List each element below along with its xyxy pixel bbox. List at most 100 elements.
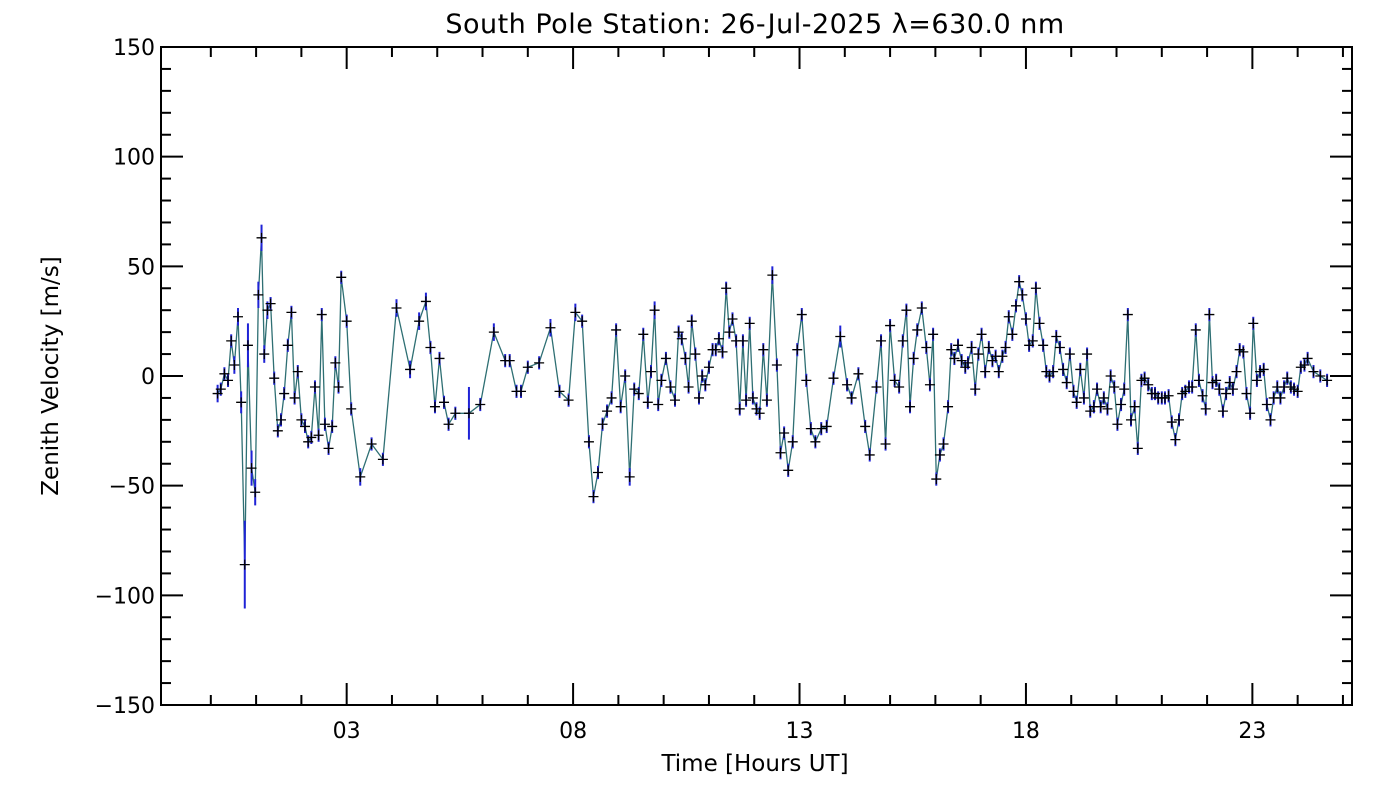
data-point-marker — [246, 463, 257, 474]
data-point-marker — [279, 388, 290, 399]
data-point-marker — [993, 366, 1004, 377]
y-tick-label: 100 — [113, 146, 155, 171]
data-point-marker — [928, 329, 939, 340]
data-point-marker — [1224, 377, 1235, 388]
data-point-marker — [1038, 340, 1049, 351]
data-point-marker — [1116, 399, 1127, 410]
data-point-marker — [973, 349, 984, 360]
data-point-marker — [1214, 384, 1225, 395]
data-point-marker — [1166, 417, 1177, 428]
data-point-marker — [754, 408, 765, 419]
data-point-marker — [1061, 377, 1072, 388]
data-point-marker — [676, 333, 687, 344]
data-point-marker — [656, 375, 667, 386]
data-point-marker — [796, 309, 807, 320]
x-tick-label: 18 — [1012, 719, 1040, 744]
data-point-marker — [226, 335, 237, 346]
data-point-marker — [1051, 331, 1062, 342]
data-point-marker — [602, 406, 613, 417]
data-point-marker — [1211, 375, 1222, 386]
data-point-marker — [905, 401, 916, 412]
data-point-marker — [976, 329, 987, 340]
data-point-marker — [792, 344, 803, 355]
data-point-marker — [633, 388, 644, 399]
data-point-marker — [771, 360, 782, 371]
data-point-marker — [724, 327, 735, 338]
data-point-marker — [1245, 408, 1256, 419]
data-point-marker — [1231, 366, 1242, 377]
data-point-marker — [439, 397, 450, 408]
data-point-marker — [717, 346, 728, 357]
data-point-marker — [443, 419, 454, 430]
data-point-marker — [1251, 375, 1262, 386]
x-tick-label: 03 — [333, 719, 361, 744]
data-point-marker — [232, 311, 243, 322]
data-point-marker — [425, 342, 436, 353]
data-point-marker — [1105, 371, 1116, 381]
data-point-marker — [563, 395, 574, 406]
data-point-marker — [885, 320, 896, 331]
data-point-marker — [488, 327, 499, 338]
data-point-marker — [810, 436, 821, 447]
data-point-marker — [1221, 388, 1232, 399]
data-point-marker — [703, 362, 714, 373]
data-point-marker — [1054, 342, 1065, 353]
data-point-marker — [1163, 390, 1174, 401]
data-point-marker — [949, 353, 960, 364]
x-axis-title: Time [Hours UT] — [660, 751, 848, 777]
data-point-marker — [779, 428, 790, 439]
data-point-marker — [429, 401, 440, 412]
data-point-marker — [871, 381, 882, 392]
data-point-marker — [624, 471, 635, 482]
data-point-marker — [1017, 289, 1028, 300]
data-point-marker — [846, 392, 857, 403]
data-point-marker — [901, 305, 912, 316]
data-point-marker — [713, 333, 724, 344]
data-point-marker — [269, 373, 280, 384]
data-point-marker — [801, 375, 812, 386]
data-point-marker — [346, 403, 357, 414]
data-point-marker — [1204, 309, 1215, 320]
data-point-marker — [306, 432, 317, 443]
data-point-marker — [1275, 392, 1286, 403]
data-point-marker — [1122, 309, 1133, 320]
data-point-marker — [1092, 384, 1103, 395]
data-point-marker — [775, 447, 786, 458]
data-point-marker — [1007, 329, 1018, 340]
data-point-marker — [1187, 381, 1198, 392]
data-point-marker — [697, 371, 708, 381]
tick-labels: −150 −100 −50 0 50 100 150 03 08 13 18 23 — [95, 36, 1267, 744]
y-tick-label: 150 — [113, 36, 155, 61]
data-point-marker — [727, 313, 738, 324]
data-point-marker — [1302, 353, 1313, 364]
data-series — [212, 224, 1333, 609]
data-point-marker — [300, 421, 311, 432]
data-point-marker — [236, 397, 247, 408]
data-point-marker — [262, 305, 273, 316]
data-point-marker — [219, 368, 230, 379]
data-point-marker — [242, 340, 253, 351]
data-point-marker — [686, 316, 697, 327]
data-point-marker — [1027, 335, 1038, 346]
data-point-marker — [327, 421, 338, 432]
data-point-marker — [880, 438, 891, 449]
data-point-marker — [253, 289, 264, 300]
data-point-marker — [744, 318, 755, 329]
data-point-marker — [1003, 311, 1014, 322]
data-point-marker — [1143, 379, 1154, 390]
data-point-marker — [1030, 283, 1041, 294]
data-point-marker — [1010, 300, 1021, 311]
data-point-marker — [1265, 414, 1276, 425]
data-point-marker — [1129, 401, 1140, 412]
data-point-marker — [653, 399, 664, 410]
data-point-marker — [1000, 342, 1011, 353]
data-point-marker — [229, 360, 240, 371]
data-point-marker — [1282, 373, 1293, 384]
data-point-marker — [828, 373, 839, 384]
x-tick-label: 23 — [1238, 719, 1266, 744]
data-point-marker — [683, 381, 694, 392]
data-point-marker — [1068, 386, 1079, 397]
data-point-marker — [620, 371, 631, 381]
data-point-marker — [805, 423, 816, 434]
